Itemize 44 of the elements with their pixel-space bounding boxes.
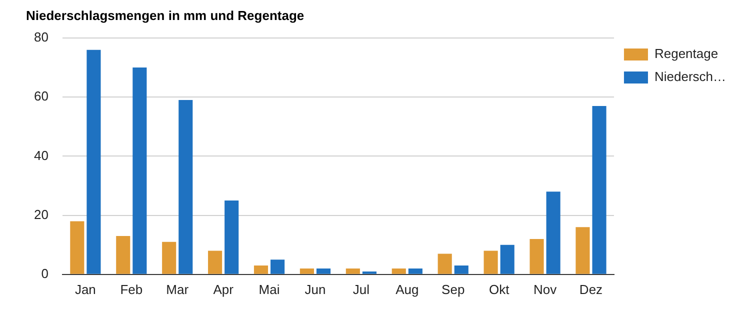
legend-label: Regentage (654, 46, 718, 62)
x-tick-label: Okt (488, 282, 510, 297)
y-tick-label: 60 (34, 88, 48, 104)
bar (178, 100, 193, 274)
bar (132, 68, 147, 274)
y-tick-label: 20 (34, 206, 48, 222)
bar (316, 268, 331, 274)
bar (438, 254, 452, 274)
x-tick-label: Sep (442, 282, 465, 297)
bar (116, 236, 130, 274)
x-tick-label: Jun (304, 282, 326, 297)
bar (454, 266, 468, 274)
bar (484, 250, 498, 274)
x-tick-label: Feb (120, 282, 143, 297)
bar (362, 271, 376, 274)
x-tick-label: Nov (533, 282, 558, 297)
x-tick-label: Aug (396, 282, 419, 297)
bar (86, 50, 101, 274)
bar (546, 192, 560, 274)
y-tick-label: 0 (41, 266, 48, 281)
bar (208, 250, 222, 274)
x-tick-label: Dez (579, 282, 603, 297)
x-tick-label: Jan (74, 282, 96, 297)
y-tick-label: 40 (34, 148, 48, 163)
x-tick-label: Mai (258, 282, 280, 297)
bar (270, 260, 285, 274)
y-tick-label: 80 (34, 30, 48, 45)
bar (162, 242, 176, 274)
x-tick-label: Mar (166, 282, 190, 297)
chart-title: Niederschlagsmengen in mm und Regentage (26, 8, 304, 23)
bar (500, 244, 514, 274)
x-tick-label: Apr (213, 282, 234, 297)
bar (530, 238, 544, 274)
bar (346, 268, 360, 274)
legend-label: Niedersch… (654, 69, 726, 84)
bar (576, 227, 590, 274)
bar (592, 106, 606, 274)
bar (408, 268, 422, 274)
bar (224, 200, 239, 274)
bar (392, 268, 406, 274)
bar (300, 268, 314, 274)
bar (254, 266, 268, 274)
x-tick-label: Jul (352, 282, 370, 297)
bar (70, 221, 84, 274)
